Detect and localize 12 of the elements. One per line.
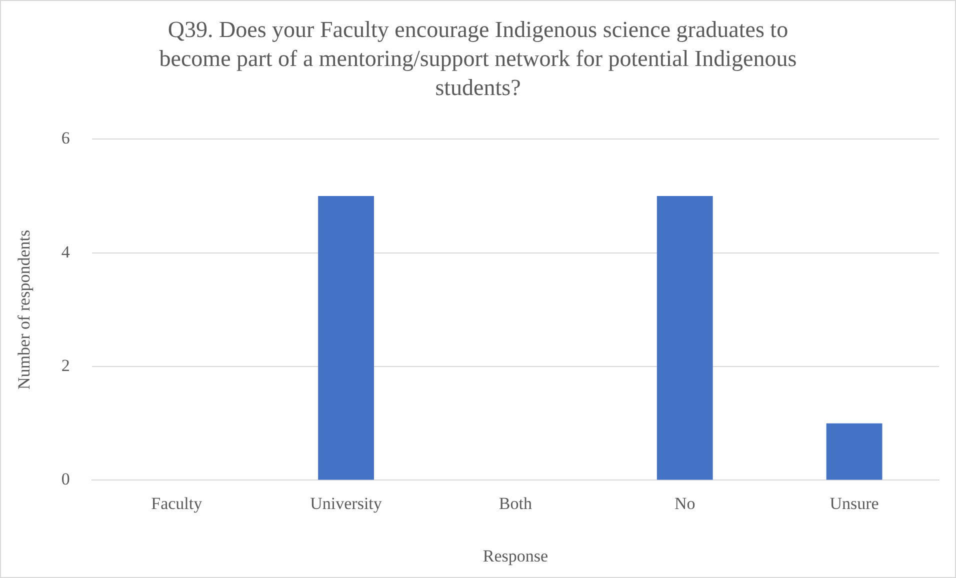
y-tick-label: 0 <box>61 470 70 489</box>
y-axis-title: Number of respondents <box>14 230 34 390</box>
y-tick-label: 4 <box>61 242 70 262</box>
x-tick-label: Unsure <box>830 494 879 513</box>
x-tick-label: No <box>674 494 696 513</box>
x-tick-label: Faculty <box>151 494 203 513</box>
x-tick-label: Both <box>498 494 532 513</box>
x-axis-title: Response <box>482 546 548 566</box>
y-tick-label: 2 <box>61 356 70 375</box>
y-tick-label: 6 <box>61 128 70 148</box>
x-tick-label: University <box>310 494 382 513</box>
chart-title: Q39. Does your Faculty encourage Indigenous science graduates to become part of a mentoring/support network for potential Indigenous students? <box>158 16 798 102</box>
